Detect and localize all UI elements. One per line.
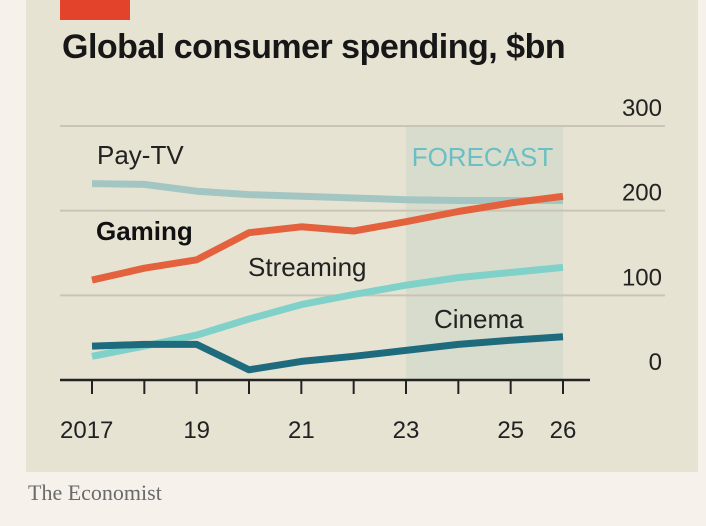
y-tick-label-100: 100	[622, 264, 662, 291]
x-tick-label-2023: 23	[393, 417, 420, 444]
y-tick-label-200: 200	[622, 180, 662, 207]
economist-tag	[60, 0, 130, 20]
forecast-label: FORECAST	[412, 142, 554, 172]
series-line-gaming	[91, 192, 564, 284]
series-line-cinema	[91, 333, 564, 374]
x-tick-label-2017: 2017	[60, 417, 113, 444]
series-label-cinema: Cinema	[434, 304, 524, 334]
series-line-streaming	[91, 263, 564, 360]
series-line-pay-tv	[91, 180, 563, 204]
source-credit: The Economist	[28, 480, 162, 505]
chart-title: Global consumer spending, $bn	[62, 28, 566, 66]
series-label-pay-tv: Pay-TV	[97, 140, 184, 170]
x-tick-label-2026: 26	[550, 417, 577, 444]
chart-panel	[26, 0, 698, 472]
x-tick-label-2021: 21	[288, 417, 315, 444]
series-label-gaming: Gaming	[96, 216, 193, 246]
y-tick-label-300: 300	[622, 95, 662, 122]
y-tick-label-0: 0	[649, 349, 662, 376]
series-label-streaming: Streaming	[248, 252, 367, 282]
x-tick-label-2019: 19	[183, 417, 210, 444]
x-tick-label-2025: 25	[497, 417, 524, 444]
